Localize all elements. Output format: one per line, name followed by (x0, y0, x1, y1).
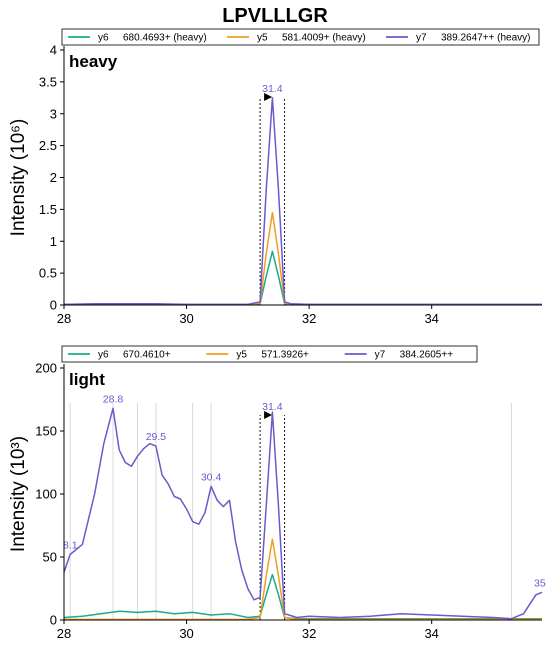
series-line-y6 (63, 573, 542, 620)
x-tick-label: 30 (179, 626, 193, 641)
legend: y6 680.4693+ (heavy) y5 581.4009+ (heavy) y7… (61, 28, 540, 46)
y-tick-label: 200 (35, 361, 57, 376)
y-axis-label: Intensity (10⁶) (8, 119, 29, 237)
peak-label: 28.8 (103, 393, 124, 405)
peak-label: 35 (534, 577, 546, 589)
retention-time-marker-icon (264, 93, 273, 101)
retention-time-marker-icon (264, 411, 273, 419)
y-tick-label: 0 (50, 613, 57, 628)
x-tick-label: 32 (302, 626, 316, 641)
legend-ion-y6: y6 (98, 33, 109, 44)
series-line-y5 (64, 538, 542, 621)
peak-label: 31.4 (262, 83, 283, 95)
legend: y6 670.4610+ y5 571.3926+ y7 384.2605++ (61, 345, 478, 363)
y-tick-label: 0 (50, 298, 57, 313)
chart-panel-heavy: LPVLLLGR y6 680.4693+ (heavy) y5 581.4009+ (… (8, 5, 542, 326)
legend-mz-y7: 389.2647++ (heavy) (441, 33, 531, 44)
y-tick-label: 1 (50, 234, 57, 249)
legend-ion-y5: y5 (257, 33, 268, 44)
legend-ion-y7: y7 (375, 350, 386, 361)
y-tick-label: 3 (50, 106, 57, 121)
series-line-y7 (63, 407, 543, 620)
series-line-y5 (64, 211, 542, 306)
panel-label: light (69, 370, 105, 389)
x-tick-label: 28 (57, 311, 71, 326)
legend-mz-y5: 581.4009+ (heavy) (282, 33, 366, 44)
peak-label: 29.5 (146, 431, 167, 443)
legend-mz-y7: 384.2605++ (400, 350, 454, 361)
legend-frame (61, 345, 478, 363)
y-tick-label: 3.5 (39, 74, 57, 89)
legend-ion-y6: y6 (98, 350, 109, 361)
peak-label: 8.1 (63, 539, 78, 551)
x-tick-label: 32 (302, 311, 316, 326)
y-tick-label: 2 (50, 170, 57, 185)
y-tick-label: 0.5 (39, 266, 57, 281)
legend-frame (61, 28, 540, 46)
y-tick-label: 100 (35, 487, 57, 502)
legend-mz-y5: 571.3926+ (261, 350, 309, 361)
x-tick-label: 34 (424, 626, 438, 641)
x-tick-label: 34 (424, 311, 438, 326)
y-tick-label: 2.5 (39, 138, 57, 153)
legend-ion-y5: y5 (236, 350, 247, 361)
chart-title: LPVLLLGR (222, 5, 328, 27)
peak-label: 30.4 (201, 471, 222, 483)
series-line-y7 (63, 97, 542, 306)
peak-label: 31.4 (262, 401, 283, 413)
chart-panel-light: y6 670.4610+ y5 571.3926+ y7 384.2605++ 8.1 28.… (8, 345, 546, 641)
y-tick-label: 50 (43, 550, 57, 565)
legend-mz-y6: 670.4610+ (123, 350, 171, 361)
y-axis-label: Intensity (10³) (8, 436, 29, 552)
x-tick-label: 28 (57, 626, 71, 641)
series-line-y6 (64, 250, 542, 306)
x-tick-label: 30 (179, 311, 193, 326)
legend-ion-y7: y7 (416, 33, 427, 44)
y-tick-label: 4 (50, 43, 57, 58)
panel-label: heavy (69, 52, 118, 71)
legend-mz-y6: 680.4693+ (heavy) (123, 33, 207, 44)
y-tick-label: 1.5 (39, 202, 57, 217)
y-tick-label: 150 (35, 424, 57, 439)
